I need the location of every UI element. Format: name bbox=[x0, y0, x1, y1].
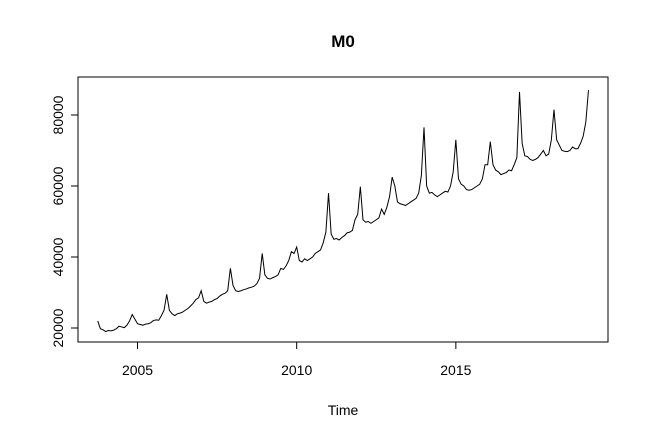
x-tick-label: 2010 bbox=[281, 362, 312, 378]
y-tick-label: 40000 bbox=[50, 237, 66, 276]
y-tick-label: 20000 bbox=[50, 308, 66, 347]
x-axis-label: Time bbox=[328, 402, 359, 418]
x-tick-label: 2015 bbox=[440, 362, 471, 378]
plot-box bbox=[77, 76, 609, 343]
y-tick-label: 80000 bbox=[50, 95, 66, 134]
y-tick-label: 60000 bbox=[50, 166, 66, 205]
chart-title: M0 bbox=[331, 32, 355, 51]
x-tick-label: 2005 bbox=[122, 362, 153, 378]
series-line bbox=[97, 90, 589, 333]
